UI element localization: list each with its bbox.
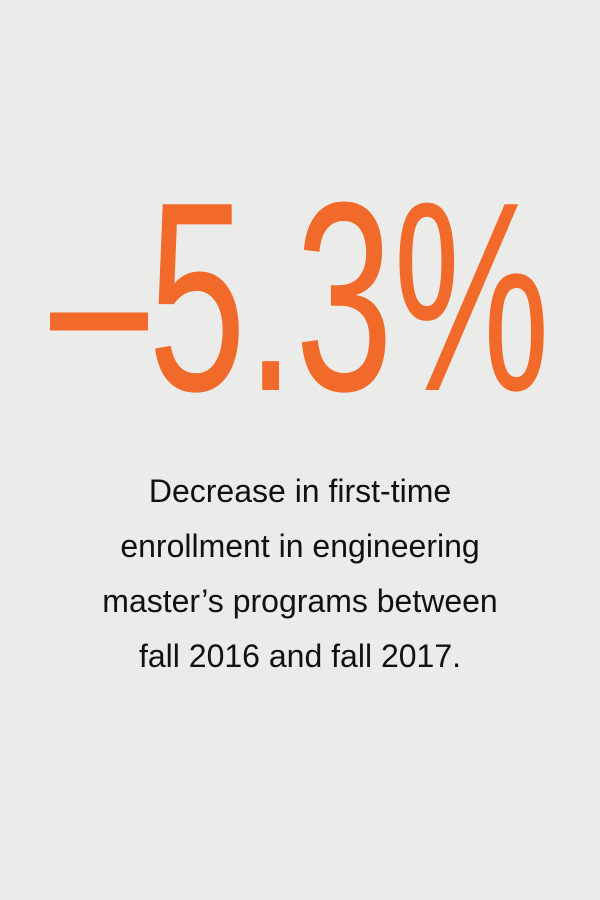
description-line: fall 2016 and fall 2017.: [139, 638, 461, 674]
description-line: master’s programs between: [102, 583, 497, 619]
description-line: Decrease in first-time: [149, 473, 451, 509]
description: Decrease in first-time enrollment in engi…: [102, 473, 497, 674]
stat-value: –5.3%: [50, 147, 550, 448]
description-line: enrollment in engineering: [120, 528, 479, 564]
